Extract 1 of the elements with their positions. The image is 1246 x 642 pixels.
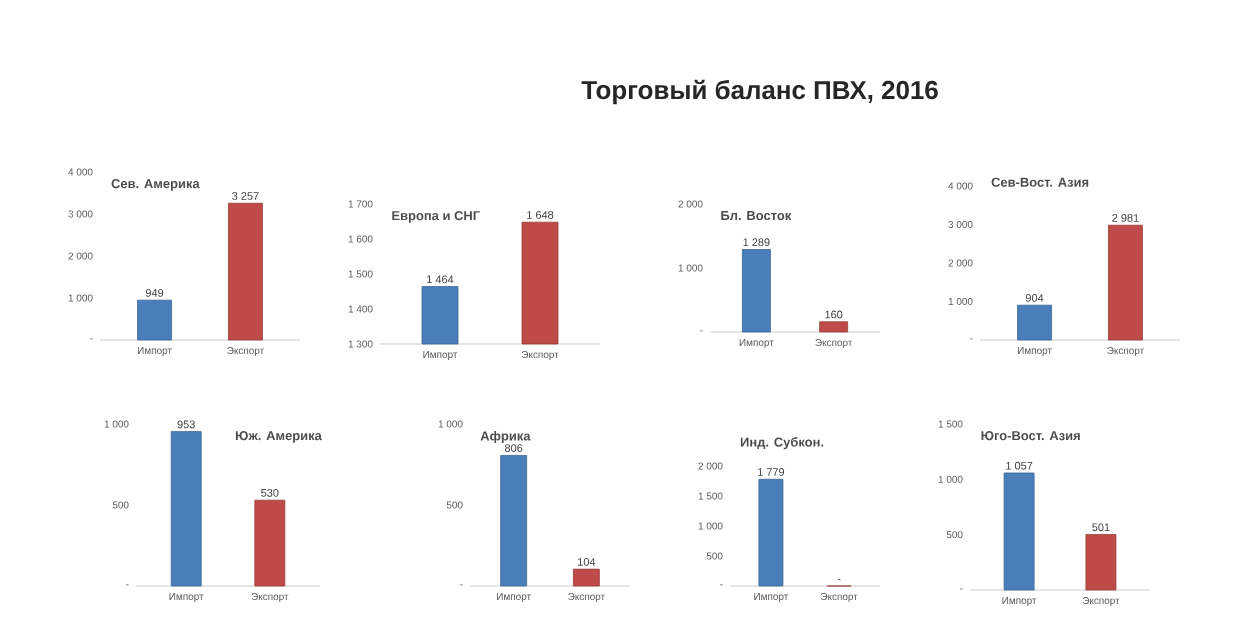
text: Торговый баланс ПВХ, 2016: [581, 79, 938, 105]
